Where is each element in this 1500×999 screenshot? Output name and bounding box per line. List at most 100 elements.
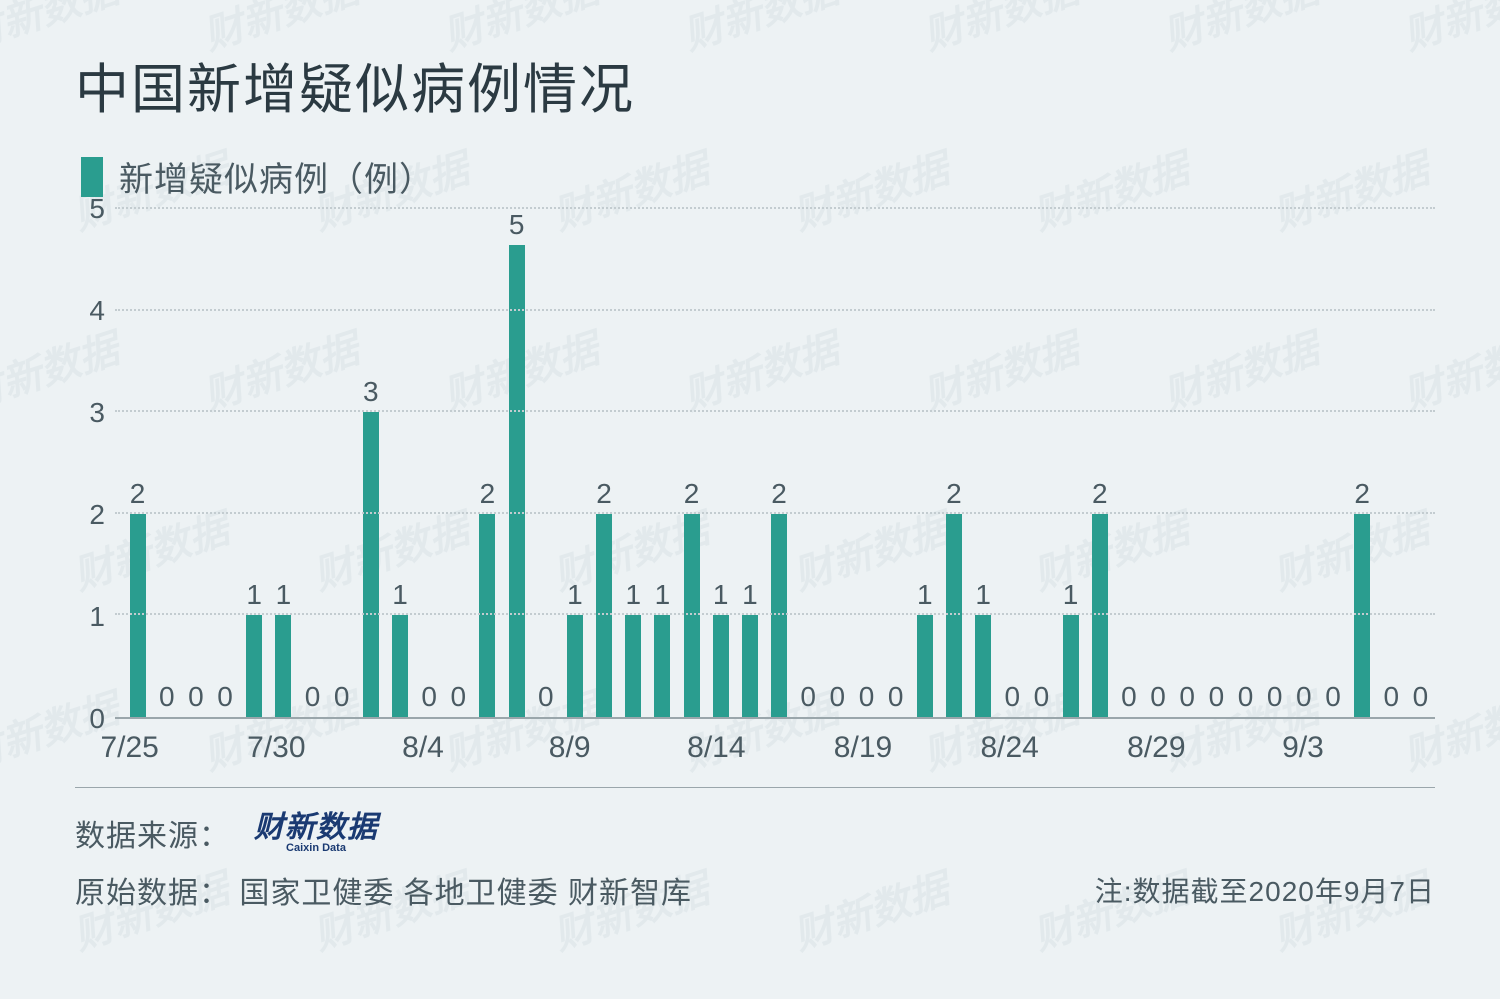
bar-value-label: 0 bbox=[1209, 681, 1225, 713]
bar: 1 bbox=[910, 209, 939, 717]
bar: 2 bbox=[123, 209, 152, 717]
bar-value-label: 2 bbox=[684, 478, 700, 510]
bar: 0 bbox=[210, 209, 239, 717]
bar: 2 bbox=[939, 209, 968, 717]
bar-value-label: 2 bbox=[130, 478, 146, 510]
bar-rect bbox=[684, 514, 700, 717]
chart-plot-area: 012345 200011003100250121121120000121001… bbox=[65, 209, 1435, 769]
bar-value-label: 0 bbox=[1384, 681, 1400, 713]
bar: 0 bbox=[998, 209, 1027, 717]
caixin-logo: 财新数据 Caixin Data bbox=[254, 813, 378, 854]
bar-value-label: 0 bbox=[421, 681, 437, 713]
bar-rect bbox=[130, 514, 146, 717]
bar-value-label: 0 bbox=[538, 681, 554, 713]
x-tick-label: 8/14 bbox=[687, 731, 745, 765]
bar: 5 bbox=[502, 209, 531, 717]
bar-value-label: 1 bbox=[917, 579, 933, 611]
bar: 2 bbox=[1085, 209, 1114, 717]
bar-rect bbox=[975, 615, 991, 717]
bar-value-label: 1 bbox=[567, 579, 583, 611]
y-tick-label: 1 bbox=[89, 601, 105, 633]
x-axis: 7/257/308/48/98/148/198/248/299/3 bbox=[115, 719, 1435, 769]
raw-source-value: 国家卫健委 各地卫健委 财新智库 bbox=[239, 877, 692, 910]
bar-value-label: 1 bbox=[655, 579, 671, 611]
chart-title: 中国新增疑似病例情况 bbox=[75, 45, 1435, 124]
bar-rect bbox=[713, 615, 729, 717]
bar: 1 bbox=[240, 209, 269, 717]
bar-rect bbox=[1092, 514, 1108, 717]
bar-value-label: 0 bbox=[217, 681, 233, 713]
bar: 2 bbox=[677, 209, 706, 717]
bar-value-label: 1 bbox=[246, 579, 262, 611]
bars-group: 2000110031002501211211200001210012000000… bbox=[115, 209, 1435, 717]
bar: 0 bbox=[1318, 209, 1347, 717]
bar: 0 bbox=[1202, 209, 1231, 717]
x-tick-label: 8/9 bbox=[549, 731, 591, 765]
bar: 0 bbox=[327, 209, 356, 717]
bar: 0 bbox=[298, 209, 327, 717]
bar-rect bbox=[479, 514, 495, 717]
bar-value-label: 2 bbox=[1092, 478, 1108, 510]
x-tick-label: 8/4 bbox=[402, 731, 444, 765]
bar: 1 bbox=[385, 209, 414, 717]
bar: 0 bbox=[1406, 209, 1435, 717]
bar-value-label: 0 bbox=[1238, 681, 1254, 713]
x-tick-label: 7/25 bbox=[100, 731, 158, 765]
bar-value-label: 0 bbox=[334, 681, 350, 713]
grid-line bbox=[115, 207, 1435, 209]
bar: 2 bbox=[1348, 209, 1377, 717]
footer-source-row: 数据来源： 财新数据 Caixin Data bbox=[75, 804, 1435, 862]
legend-swatch bbox=[81, 157, 103, 197]
bar: 0 bbox=[881, 209, 910, 717]
bar-value-label: 2 bbox=[771, 478, 787, 510]
raw-source-label: 原始数据： bbox=[75, 877, 230, 910]
bar-value-label: 1 bbox=[975, 579, 991, 611]
bar: 1 bbox=[560, 209, 589, 717]
raw-source: 原始数据： 国家卫健委 各地卫健委 财新智库 bbox=[75, 868, 692, 912]
bar-rect bbox=[1354, 514, 1370, 717]
bar: 0 bbox=[531, 209, 560, 717]
grid-line bbox=[115, 309, 1435, 311]
footer-note: 注:数据截至2020年9月7日 bbox=[1095, 870, 1435, 910]
bar: 2 bbox=[590, 209, 619, 717]
bar-rect bbox=[246, 615, 262, 717]
caixin-logo-sub: Caixin Data bbox=[286, 843, 346, 854]
bar-value-label: 1 bbox=[713, 579, 729, 611]
bar-value-label: 5 bbox=[509, 209, 525, 241]
bar-rect bbox=[742, 615, 758, 717]
x-tick-label: 9/3 bbox=[1282, 731, 1324, 765]
bar-value-label: 0 bbox=[451, 681, 467, 713]
chart-container: 中国新增疑似病例情况 新增疑似病例（例） 012345 200011003100… bbox=[0, 0, 1500, 912]
bar: 1 bbox=[269, 209, 298, 717]
bar: 1 bbox=[648, 209, 677, 717]
bar: 1 bbox=[969, 209, 998, 717]
footer-raw-row: 原始数据： 国家卫健委 各地卫健委 财新智库 注:数据截至2020年9月7日 bbox=[75, 868, 1435, 912]
bar-value-label: 3 bbox=[363, 376, 379, 408]
bar-value-label: 0 bbox=[1413, 681, 1429, 713]
bar-rect bbox=[567, 615, 583, 717]
bar: 1 bbox=[735, 209, 764, 717]
x-tick-label: 8/29 bbox=[1127, 731, 1185, 765]
bar-value-label: 0 bbox=[1179, 681, 1195, 713]
bar: 0 bbox=[1114, 209, 1143, 717]
bar-value-label: 0 bbox=[1296, 681, 1312, 713]
grid-line bbox=[115, 613, 1435, 615]
bar-rect bbox=[946, 514, 962, 717]
x-tick-label: 8/24 bbox=[980, 731, 1038, 765]
y-tick-label: 5 bbox=[89, 193, 105, 225]
bar: 3 bbox=[356, 209, 385, 717]
bar-value-label: 0 bbox=[800, 681, 816, 713]
bar-value-label: 0 bbox=[1034, 681, 1050, 713]
x-tick-label: 8/19 bbox=[834, 731, 892, 765]
bar: 0 bbox=[1143, 209, 1172, 717]
data-source-label: 数据来源： bbox=[75, 811, 230, 855]
bar: 0 bbox=[181, 209, 210, 717]
bar-value-label: 2 bbox=[480, 478, 496, 510]
bar: 0 bbox=[444, 209, 473, 717]
bar-rect bbox=[363, 412, 379, 717]
bar-value-label: 1 bbox=[276, 579, 292, 611]
bar-rect bbox=[917, 615, 933, 717]
bar: 2 bbox=[473, 209, 502, 717]
bar: 0 bbox=[415, 209, 444, 717]
bar: 0 bbox=[794, 209, 823, 717]
